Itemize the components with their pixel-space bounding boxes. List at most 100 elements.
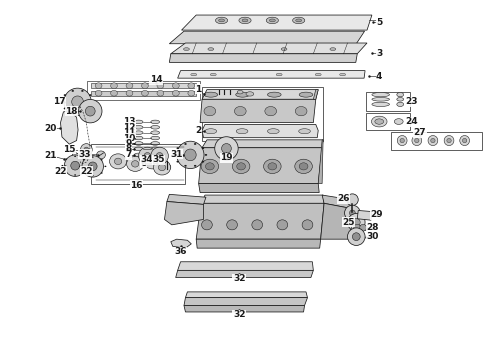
Text: 23: 23: [406, 97, 418, 106]
Ellipse shape: [184, 143, 187, 145]
Ellipse shape: [236, 129, 248, 134]
Ellipse shape: [151, 126, 160, 129]
Ellipse shape: [134, 153, 143, 157]
Ellipse shape: [264, 159, 281, 174]
Polygon shape: [202, 140, 323, 148]
Text: 16: 16: [130, 181, 143, 190]
Circle shape: [156, 153, 163, 159]
Ellipse shape: [371, 116, 387, 127]
Ellipse shape: [172, 90, 179, 96]
Ellipse shape: [397, 102, 404, 107]
Ellipse shape: [134, 159, 143, 163]
Ellipse shape: [444, 135, 454, 145]
Ellipse shape: [191, 73, 196, 76]
Ellipse shape: [83, 171, 85, 173]
Polygon shape: [170, 31, 365, 44]
Ellipse shape: [134, 131, 143, 134]
Circle shape: [82, 156, 103, 177]
Text: 30: 30: [367, 232, 379, 241]
Bar: [202, 87, 323, 140]
Polygon shape: [198, 148, 322, 184]
Ellipse shape: [61, 101, 63, 103]
Ellipse shape: [295, 107, 307, 116]
Ellipse shape: [460, 135, 469, 145]
Ellipse shape: [299, 92, 313, 97]
Ellipse shape: [293, 17, 305, 24]
Ellipse shape: [415, 138, 419, 143]
Polygon shape: [202, 90, 318, 99]
Ellipse shape: [276, 73, 282, 76]
Ellipse shape: [412, 135, 422, 145]
Ellipse shape: [302, 220, 313, 230]
Ellipse shape: [92, 156, 94, 158]
Ellipse shape: [101, 172, 103, 174]
Ellipse shape: [151, 141, 160, 145]
Circle shape: [72, 96, 83, 108]
Polygon shape: [322, 195, 352, 209]
Text: 32: 32: [233, 310, 245, 319]
Polygon shape: [182, 15, 372, 30]
Ellipse shape: [151, 131, 160, 134]
Text: 7: 7: [125, 150, 132, 159]
Circle shape: [354, 224, 361, 231]
Ellipse shape: [268, 163, 277, 170]
Ellipse shape: [74, 156, 76, 157]
Ellipse shape: [394, 119, 403, 125]
Text: 5: 5: [376, 18, 382, 27]
Polygon shape: [357, 211, 372, 220]
Circle shape: [84, 147, 89, 152]
Text: 15: 15: [63, 145, 75, 154]
Ellipse shape: [126, 90, 133, 96]
Ellipse shape: [134, 136, 143, 140]
Ellipse shape: [277, 220, 288, 230]
Ellipse shape: [65, 158, 67, 160]
Ellipse shape: [151, 147, 160, 150]
Ellipse shape: [92, 101, 95, 103]
Ellipse shape: [151, 136, 160, 140]
Ellipse shape: [330, 48, 336, 50]
Ellipse shape: [157, 83, 164, 89]
Polygon shape: [178, 71, 365, 78]
Ellipse shape: [400, 138, 404, 143]
Ellipse shape: [428, 135, 438, 145]
Text: 19: 19: [220, 153, 233, 162]
Ellipse shape: [232, 159, 250, 174]
Ellipse shape: [151, 153, 160, 157]
Ellipse shape: [83, 158, 85, 160]
Text: 34: 34: [140, 155, 153, 164]
Ellipse shape: [151, 120, 160, 124]
Ellipse shape: [397, 135, 407, 145]
Ellipse shape: [268, 129, 279, 134]
Ellipse shape: [296, 19, 302, 22]
Text: 26: 26: [337, 194, 350, 203]
Polygon shape: [72, 151, 80, 162]
Ellipse shape: [295, 159, 312, 174]
Ellipse shape: [142, 83, 148, 89]
Ellipse shape: [95, 90, 102, 96]
Circle shape: [85, 106, 95, 116]
Ellipse shape: [236, 92, 249, 97]
Ellipse shape: [299, 129, 310, 134]
Text: 12: 12: [122, 123, 135, 132]
Ellipse shape: [252, 220, 263, 230]
Circle shape: [80, 144, 92, 156]
Ellipse shape: [89, 94, 92, 96]
Bar: [366, 92, 410, 111]
Ellipse shape: [115, 158, 122, 165]
Text: 25: 25: [342, 218, 355, 227]
Text: 14: 14: [150, 75, 163, 84]
Circle shape: [78, 99, 102, 123]
Ellipse shape: [210, 73, 216, 76]
Ellipse shape: [242, 19, 248, 22]
Ellipse shape: [208, 48, 214, 50]
Ellipse shape: [72, 90, 74, 92]
Ellipse shape: [431, 138, 435, 143]
Ellipse shape: [201, 159, 219, 174]
Text: 9: 9: [125, 139, 132, 148]
Ellipse shape: [74, 174, 76, 176]
Text: 27: 27: [414, 128, 426, 137]
Ellipse shape: [188, 90, 195, 96]
Ellipse shape: [104, 166, 106, 167]
Circle shape: [221, 144, 231, 153]
Ellipse shape: [64, 94, 66, 96]
